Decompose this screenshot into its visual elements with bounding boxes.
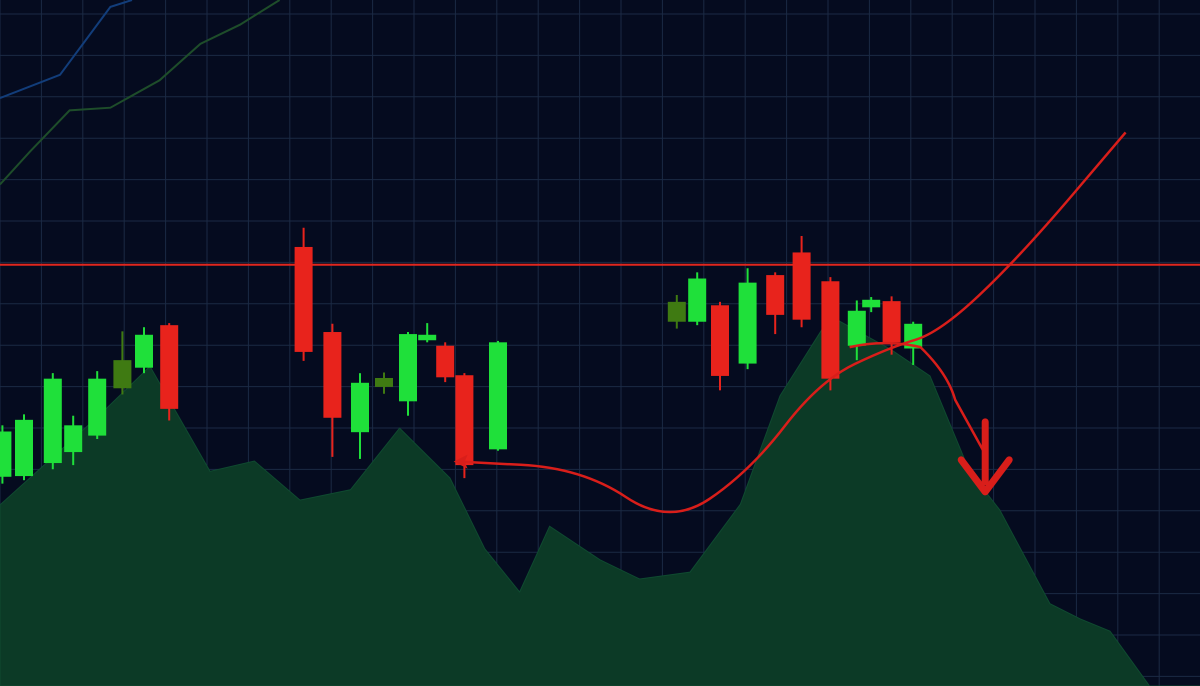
candle <box>375 372 393 394</box>
candles <box>0 227 923 484</box>
candle <box>160 323 179 421</box>
candle-body <box>766 275 785 315</box>
candle-body <box>667 301 686 322</box>
candle <box>489 340 507 451</box>
breakdown-arrow-head <box>957 456 1013 496</box>
volume-area <box>0 315 1200 686</box>
candle-body <box>64 425 83 453</box>
candle-body <box>351 382 369 433</box>
candle-body <box>43 378 62 464</box>
candle <box>294 227 313 361</box>
candle <box>766 272 785 335</box>
candle-body <box>847 310 866 346</box>
candle <box>667 294 686 329</box>
candle-body <box>436 345 455 378</box>
candle-body <box>711 305 729 376</box>
candle <box>88 371 107 440</box>
candle-body <box>160 325 179 409</box>
candle-body <box>0 431 12 477</box>
candle <box>0 425 12 484</box>
candle <box>113 331 132 395</box>
candle <box>351 373 369 459</box>
candle-body <box>738 282 757 364</box>
candle-body <box>113 360 132 389</box>
candle <box>847 300 866 361</box>
candle-body <box>135 334 153 368</box>
candle-body <box>489 342 507 450</box>
breakdown-curve <box>849 341 987 455</box>
projection-arrowhead <box>453 454 468 469</box>
candle-body <box>88 378 107 436</box>
candle <box>862 297 881 313</box>
candle <box>738 268 757 370</box>
area-series <box>0 315 1200 686</box>
candle <box>418 323 437 343</box>
candle <box>15 414 33 481</box>
candle-body <box>375 377 393 387</box>
candle <box>882 296 901 355</box>
candle <box>688 272 707 326</box>
moving-average-line <box>0 0 133 100</box>
candle-body <box>792 252 811 320</box>
candle <box>135 327 153 374</box>
candle-body <box>882 301 901 343</box>
candle-body <box>294 246 313 352</box>
candle <box>436 342 455 383</box>
candle-body <box>821 281 840 379</box>
candle <box>43 373 62 470</box>
candle-body <box>15 419 33 477</box>
candle <box>821 277 840 391</box>
moving-average-line <box>0 0 281 186</box>
moving-average-lines <box>0 0 281 186</box>
candle <box>323 323 342 457</box>
candle <box>64 415 83 466</box>
candle <box>711 301 729 391</box>
candle <box>399 332 417 416</box>
annotations <box>453 131 1127 514</box>
candle-body <box>399 334 417 402</box>
candle-body <box>418 334 437 341</box>
candle-body <box>862 299 881 308</box>
candle-body <box>323 332 342 418</box>
candle-body <box>688 278 707 322</box>
candle <box>792 235 811 328</box>
projection-curve <box>458 131 1127 514</box>
candle-body <box>455 375 474 466</box>
